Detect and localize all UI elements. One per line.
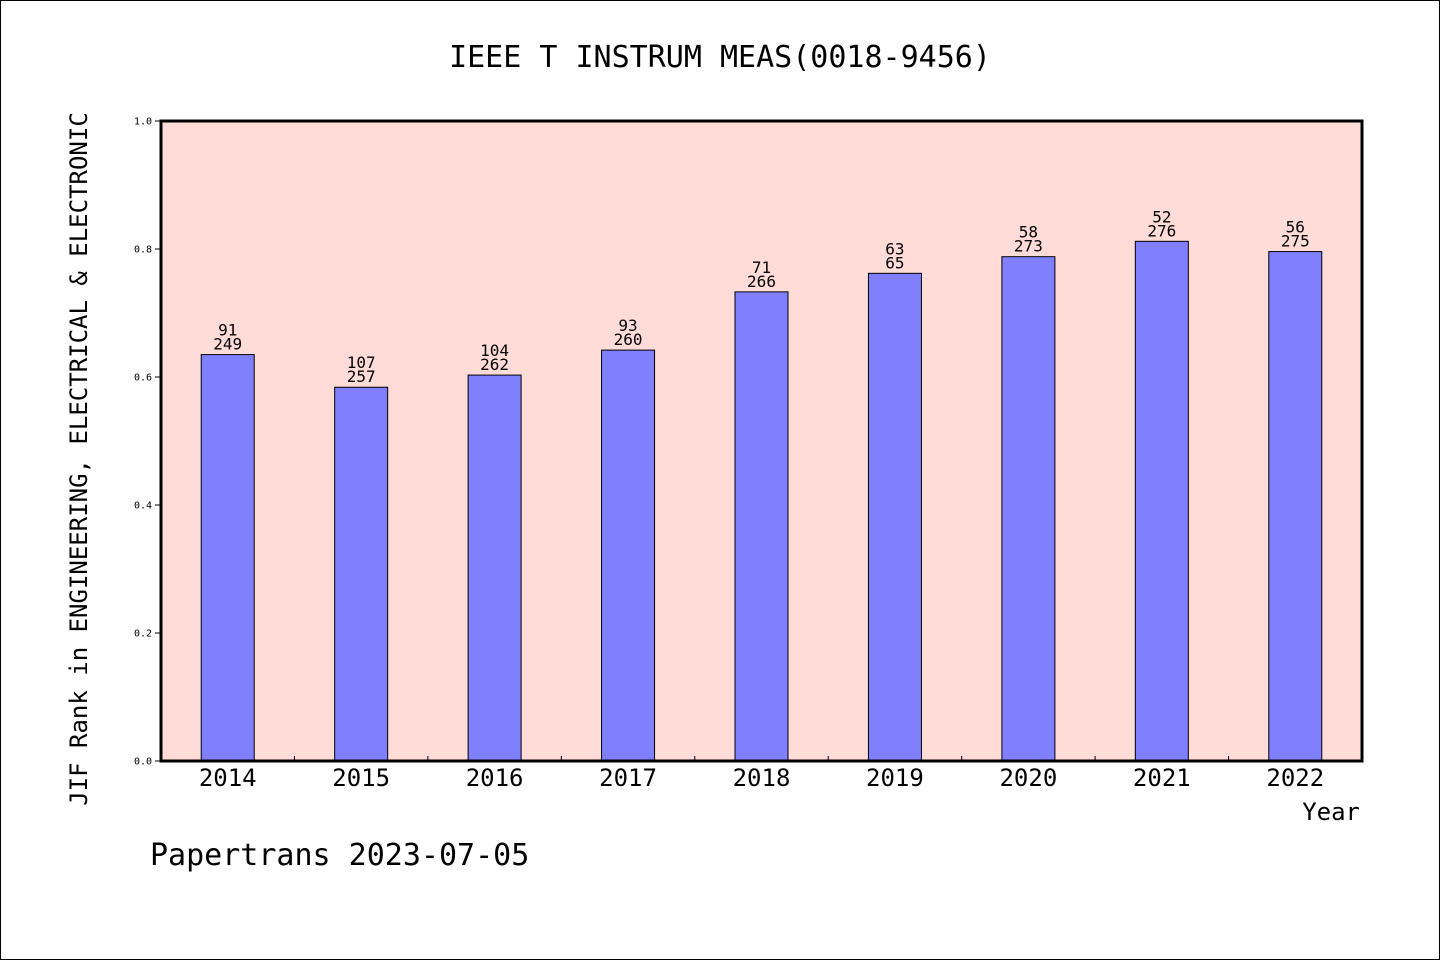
- bar-2018: [734, 291, 789, 762]
- bar-total-label: 276: [1147, 221, 1176, 240]
- bar-rank-label: 104: [480, 341, 509, 360]
- bar-2022: [1268, 251, 1323, 762]
- bar-2014: [200, 354, 255, 762]
- x-tick-label: 2015: [332, 764, 390, 792]
- x-ticks-group: 2014 2015 2016 2017 2018 2019 2020 2021 2022: [199, 756, 1324, 792]
- bar-2017: [601, 349, 656, 762]
- bar-rank-label: 58: [1019, 223, 1038, 242]
- y-tick-label: 0.0: [134, 757, 152, 768]
- bar-total-label: 266: [747, 272, 776, 291]
- bar-total-label: 65: [885, 253, 904, 272]
- y-tick-label: 0.4: [134, 501, 152, 512]
- x-tick-label: 2021: [1133, 764, 1191, 792]
- bar-total-label: 257: [347, 367, 376, 386]
- bar-2021: [1134, 240, 1189, 762]
- y-tick-label: 0.8: [134, 245, 152, 256]
- x-tick-label: 2019: [866, 764, 924, 792]
- bars-group: [200, 240, 1323, 762]
- data-labels-group: 9124910725710426293260712666365582735227…: [213, 207, 1309, 386]
- bar-2016: [467, 374, 522, 762]
- bar-2015: [334, 386, 389, 762]
- bar-2020: [1001, 256, 1056, 762]
- y-ticks-group: 0.0 0.2 0.4 0.6 0.8 1.0: [134, 117, 161, 768]
- y-tick-label: 0.2: [134, 629, 152, 640]
- x-tick-label: 2017: [599, 764, 657, 792]
- footer-credit: Papertrans 2023-07-05: [150, 838, 529, 873]
- y-axis-label: JIF Rank in ENGINEERING, ELECTRICAL & EL…: [65, 112, 93, 806]
- x-tick-label: 2020: [999, 764, 1057, 792]
- bar-total-label: 273: [1014, 237, 1043, 256]
- x-tick-label: 2016: [466, 764, 524, 792]
- x-axis-label: Year: [1302, 798, 1360, 826]
- bar-total-label: 249: [213, 335, 242, 354]
- x-tick-label: 2018: [733, 764, 791, 792]
- x-tick-label: 2022: [1266, 764, 1324, 792]
- bar-rank-label: 63: [885, 239, 904, 258]
- bar-rank-label: 93: [618, 316, 637, 335]
- plot-frame: [159, 119, 1364, 763]
- bar-rank-label: 52: [1152, 207, 1171, 226]
- bar-rank-label: 56: [1286, 218, 1305, 237]
- bar-2019: [867, 272, 922, 762]
- y-tick-label: 1.0: [134, 117, 152, 128]
- bar-rank-label: 91: [218, 321, 237, 340]
- bar-total-label: 262: [480, 355, 509, 374]
- bar-total-label: 275: [1281, 232, 1310, 251]
- chart-title: IEEE T INSTRUM MEAS(0018-9456): [449, 40, 991, 75]
- x-tick-label: 2014: [199, 764, 257, 792]
- y-tick-label: 0.6: [134, 373, 152, 384]
- bar-rank-label: 107: [347, 353, 376, 372]
- bar-total-label: 260: [614, 330, 643, 349]
- bar-rank-label: 71: [752, 258, 771, 277]
